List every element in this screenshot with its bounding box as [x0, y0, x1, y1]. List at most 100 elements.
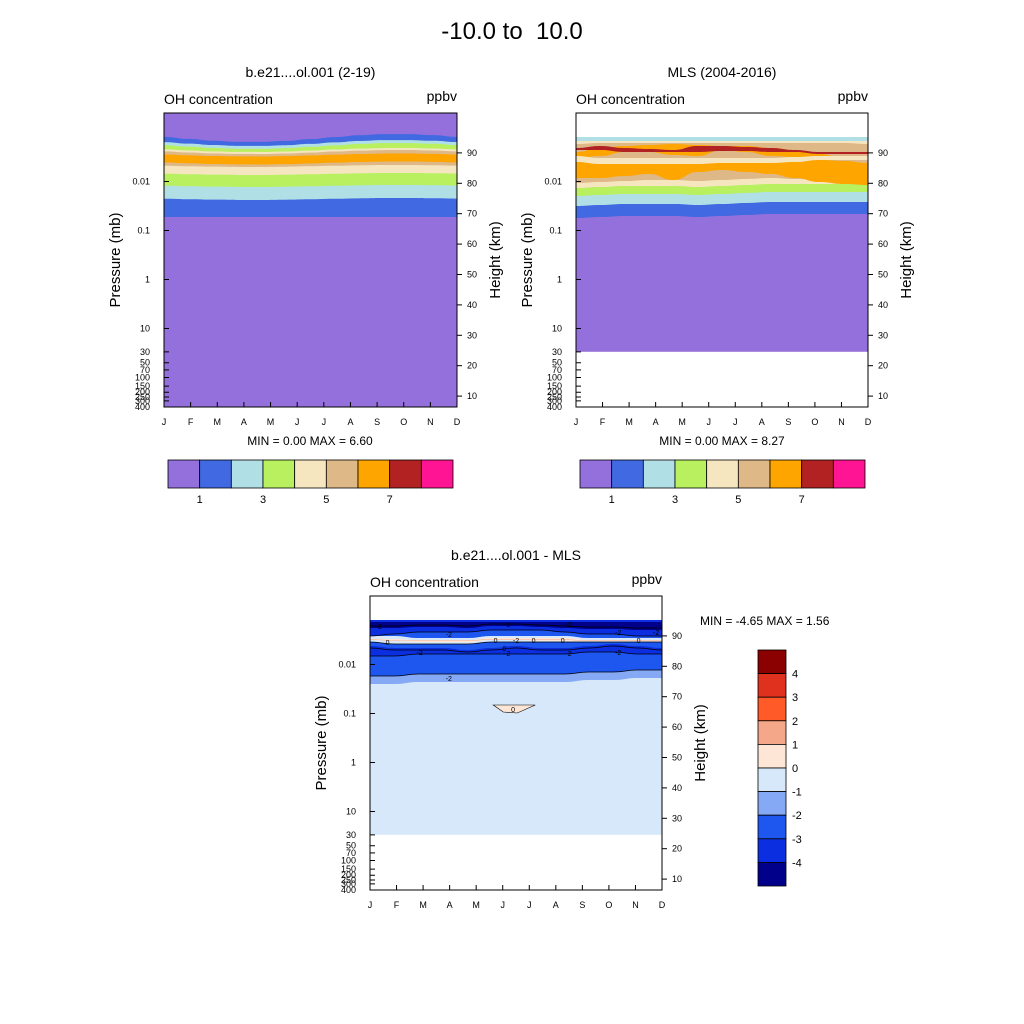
missing-data-region: [576, 351, 868, 407]
y2-tick-label: 90: [672, 631, 682, 641]
panel-title: b.e21....ol.001 - MLS: [451, 547, 581, 563]
contour-label: -2: [615, 650, 621, 657]
contour-label: -2: [565, 651, 571, 658]
colorbar-label: 1: [197, 494, 203, 506]
y-axis-label: Pressure (mb): [313, 695, 330, 790]
y2-axis-label: Height (km): [898, 221, 915, 299]
panel-left-label: OH concentration: [576, 91, 685, 107]
colorbar-label: 5: [735, 494, 741, 506]
x-tick-label: S: [374, 417, 380, 427]
contour-label: -2: [565, 622, 571, 629]
x-tick-label: S: [579, 900, 585, 910]
y-tick-label: 100: [547, 372, 562, 382]
missing-data-region: [370, 834, 662, 890]
colorbar-swatch: [757, 673, 787, 698]
contour-line: [370, 651, 662, 657]
x-tick-label: J: [733, 417, 738, 427]
x-tick-label: M: [472, 900, 480, 910]
colorbar-swatch: [757, 767, 787, 793]
y-tick-label: 70: [346, 848, 356, 858]
y2-tick-label: 60: [878, 239, 888, 249]
field-band-4b: [576, 156, 868, 164]
contour-line: [369, 629, 662, 637]
y-tick-label: 200: [135, 387, 150, 397]
y2-tick-label: 70: [878, 209, 888, 219]
contour-label: 0: [494, 638, 498, 645]
x-tick-label: F: [188, 417, 194, 427]
y2-tick-label: 60: [672, 722, 682, 732]
x-tick-label: O: [605, 900, 612, 910]
x-tick-label: J: [706, 417, 711, 427]
y-tick-label: 300: [135, 396, 150, 406]
y-tick-label: 200: [547, 387, 562, 397]
y-tick-label: 150: [135, 381, 150, 391]
contour-label: -2: [504, 651, 510, 658]
panel-left-label: OH concentration: [370, 574, 479, 590]
y-tick-label: 1: [351, 757, 356, 767]
x-tick-label: D: [659, 900, 666, 910]
x-tick-label: N: [838, 417, 845, 427]
x-tick-label: A: [553, 900, 559, 910]
plot-frame: [163, 112, 458, 408]
colorbar-label: 3: [672, 494, 678, 506]
y-tick-label: 250: [135, 392, 150, 402]
contour-label: 0: [502, 646, 506, 653]
colorbar-swatch: [757, 720, 787, 745]
y-tick-label: 0.1: [137, 225, 150, 235]
contour-line: [369, 641, 662, 645]
x-tick-label: D: [865, 417, 872, 427]
x-tick-label: A: [241, 417, 247, 427]
colorbar-label: 3: [792, 692, 798, 704]
y2-tick-label: 10: [878, 391, 888, 401]
y-tick-label: 300: [547, 396, 562, 406]
x-tick-label: S: [785, 417, 791, 427]
x-tick-label: A: [759, 417, 765, 427]
panel-title: MLS (2004-2016): [668, 64, 777, 80]
contour-label: -2: [417, 650, 423, 657]
x-tick-label: J: [295, 417, 300, 427]
contour-label: -2: [653, 630, 659, 637]
plot-frame: [575, 112, 869, 408]
field-band-neg3b: [370, 644, 662, 656]
colorbar-swatch: [262, 459, 296, 489]
colorbar-swatch: [757, 791, 787, 816]
x-tick-label: N: [632, 900, 639, 910]
field-band-pos1: [370, 639, 662, 641]
y-tick-label: 150: [341, 864, 356, 874]
panel-units-label: ppbv: [632, 571, 662, 587]
colorbar-label: 2: [792, 716, 798, 728]
y-tick-label: 0.1: [549, 225, 562, 235]
y2-tick-label: 70: [672, 692, 682, 702]
y2-tick-label: 50: [878, 269, 888, 279]
contour-label: -2: [376, 624, 382, 631]
colorbar-swatch: [199, 459, 232, 489]
y-tick-label: 70: [140, 365, 150, 375]
x-tick-label: O: [811, 417, 818, 427]
contour-label: -2: [615, 630, 621, 637]
colorbar-swatch: [757, 814, 787, 840]
colorbar-swatch: [611, 459, 644, 489]
x-tick-label: M: [419, 900, 427, 910]
model-oh-panel: b.e21....ol.001 (2-19) OH concentration pp…: [107, 64, 504, 506]
y2-tick-label: 20: [878, 361, 888, 371]
colorbar-label: -3: [792, 834, 802, 846]
colorbar-label: 0: [792, 763, 798, 775]
contour-label: 0: [386, 640, 390, 647]
y-tick-label: 300: [341, 879, 356, 889]
y-tick-label: 10: [552, 323, 562, 333]
y2-tick-label: 20: [467, 361, 477, 371]
x-tick-label: A: [347, 417, 353, 427]
colorbar-label: 3: [260, 494, 266, 506]
colorbar-swatch: [357, 459, 391, 489]
x-tick-label: J: [500, 900, 505, 910]
colorbar-swatch: [832, 459, 866, 489]
colorbar-swatch: [757, 862, 787, 887]
colorbar-swatch: [757, 744, 787, 769]
contour-label: 0: [561, 638, 565, 645]
colorbar-label: 7: [387, 494, 393, 506]
panel-units-label: ppbv: [427, 88, 457, 104]
colorbar-swatch: [801, 459, 834, 489]
contour-label: -2: [446, 632, 452, 639]
